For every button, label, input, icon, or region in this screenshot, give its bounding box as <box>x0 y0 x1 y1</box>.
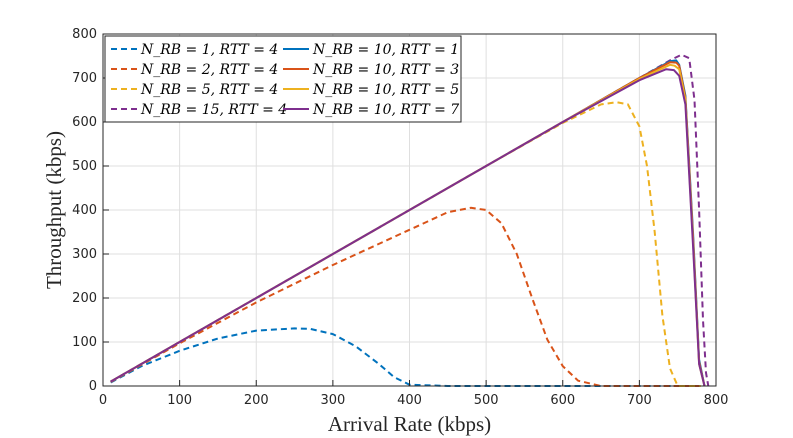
legend-box <box>104 35 462 123</box>
x-tick-label: 700 <box>627 393 652 408</box>
x-tick-label: 100 <box>167 393 192 408</box>
y-tick-label: 800 <box>72 27 97 42</box>
legend-label: N_RB = 1, RTT = 4 <box>140 42 278 58</box>
y-tick-label: 600 <box>72 115 97 130</box>
x-tick-label: 500 <box>474 393 499 408</box>
series-line-0 <box>110 327 701 387</box>
legend-label: N_RB = 10, RTT = 1 <box>312 42 459 58</box>
y-tick-label: 700 <box>72 71 97 86</box>
x-tick-label: 800 <box>704 393 729 408</box>
legend-label: N_RB = 10, RTT = 7 <box>312 102 459 118</box>
ticks: 0 100 200 300 400 500 600 700 800 0 100 200 300 400 50… <box>72 27 728 408</box>
y-tick-label: 400 <box>72 203 97 218</box>
legend-label: N_RB = 10, RTT = 3 <box>312 62 459 78</box>
legend-label: N_RB = 15, RTT = 4 <box>140 102 287 118</box>
y-tick-label: 100 <box>72 335 97 350</box>
y-tick-label: 500 <box>72 159 97 174</box>
x-tick-label: 200 <box>244 393 269 408</box>
series-line-1 <box>110 206 701 387</box>
x-tick-label: 300 <box>320 393 345 408</box>
x-tick-label: 0 <box>99 393 107 408</box>
y-axis-label: Throughput (kbps) <box>42 131 66 289</box>
y-tick-label: 0 <box>89 379 97 394</box>
y-tick-label: 200 <box>72 291 97 306</box>
series-line-7 <box>110 68 706 387</box>
y-tick-label: 300 <box>72 247 97 262</box>
x-tick-label: 600 <box>550 393 575 408</box>
series-layer <box>110 53 710 387</box>
legend-label: N_RB = 10, RTT = 5 <box>312 82 459 98</box>
legend: N_RB = 1, RTT = 4 N_RB = 2, RTT = 4 N_RB =… <box>104 35 462 123</box>
x-tick-label: 400 <box>397 393 422 408</box>
legend-label: N_RB = 2, RTT = 4 <box>140 62 278 78</box>
x-axis-label: Arrival Rate (kbps) <box>328 412 491 436</box>
legend-label: N_RB = 5, RTT = 4 <box>140 82 278 98</box>
series-line-2 <box>110 101 701 387</box>
